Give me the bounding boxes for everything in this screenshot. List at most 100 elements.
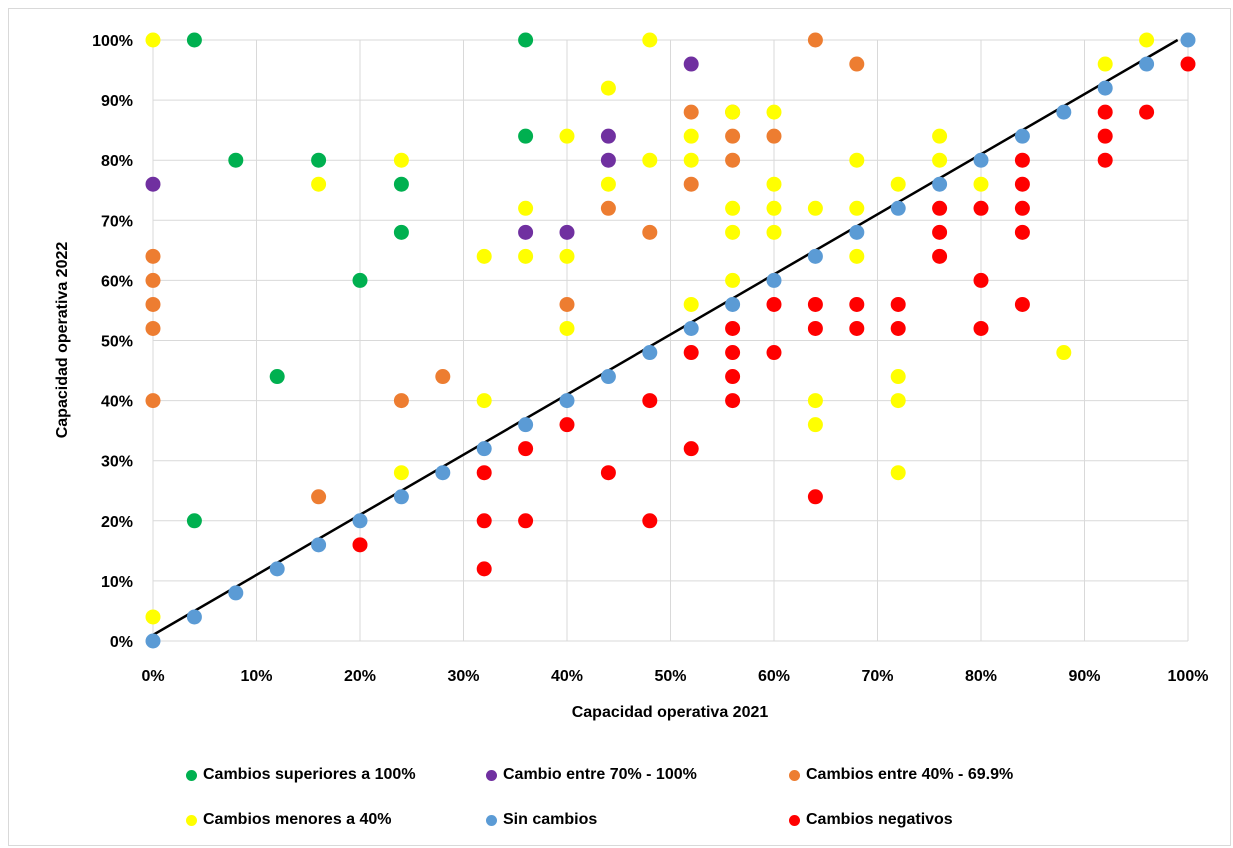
data-point (476, 248, 492, 264)
data-point (1139, 104, 1155, 120)
data-point (807, 489, 823, 505)
data-point (683, 176, 699, 192)
data-point (518, 417, 534, 433)
data-point (890, 320, 906, 336)
data-point (766, 224, 782, 240)
data-point (1014, 200, 1030, 216)
data-point (890, 369, 906, 385)
data-point (1097, 80, 1113, 96)
data-point (890, 393, 906, 409)
data-point (725, 369, 741, 385)
legend-label: Cambios superiores a 100% (203, 766, 416, 783)
data-point (932, 176, 948, 192)
data-point (973, 272, 989, 288)
data-point (1097, 56, 1113, 72)
data-point (559, 320, 575, 336)
data-point (518, 32, 534, 48)
data-point (559, 296, 575, 312)
data-point (311, 152, 327, 168)
legend-item: Cambios entre 40% - 69.9% (789, 766, 1013, 784)
data-point (683, 152, 699, 168)
y-tick-label: 50% (101, 334, 133, 351)
data-point (890, 465, 906, 481)
data-point (518, 248, 534, 264)
data-point (642, 32, 658, 48)
legend-marker (486, 769, 497, 781)
data-point (559, 417, 575, 433)
data-point (642, 393, 658, 409)
data-point (145, 272, 161, 288)
data-point (145, 633, 161, 649)
data-point (890, 200, 906, 216)
data-point (186, 513, 202, 529)
x-tick-label: 30% (447, 668, 479, 685)
data-point (766, 272, 782, 288)
legend-item: Cambios superiores a 100% (186, 766, 416, 784)
data-point (642, 152, 658, 168)
y-tick-label: 100% (92, 33, 133, 50)
data-point (559, 393, 575, 409)
x-tick-label: 50% (654, 668, 686, 685)
data-point (1139, 32, 1155, 48)
data-point (1014, 128, 1030, 144)
data-point (1014, 176, 1030, 192)
data-point (1097, 152, 1113, 168)
data-point (476, 561, 492, 577)
legend-marker (186, 814, 197, 826)
y-tick-label: 60% (101, 273, 133, 290)
data-point (725, 152, 741, 168)
data-point (228, 585, 244, 601)
data-point (393, 465, 409, 481)
data-point (725, 345, 741, 361)
data-point (600, 176, 616, 192)
data-point (683, 441, 699, 457)
data-point (932, 128, 948, 144)
data-point (973, 152, 989, 168)
data-point (600, 152, 616, 168)
data-point (890, 176, 906, 192)
data-point (1014, 224, 1030, 240)
data-point (269, 561, 285, 577)
data-point (973, 320, 989, 336)
data-point (807, 393, 823, 409)
data-point (1056, 345, 1072, 361)
data-point (683, 104, 699, 120)
data-point (352, 537, 368, 553)
data-point (145, 609, 161, 625)
y-tick-label: 0% (110, 634, 133, 651)
legend-item: Cambio entre 70% - 100% (486, 766, 697, 784)
data-point (766, 200, 782, 216)
grid-lines (152, 39, 1189, 642)
data-point (145, 320, 161, 336)
y-tick-label: 40% (101, 394, 133, 411)
data-point (725, 272, 741, 288)
data-point (725, 320, 741, 336)
legend-item: Cambios negativos (789, 811, 953, 829)
data-point (1097, 104, 1113, 120)
data-point (642, 224, 658, 240)
data-point (393, 176, 409, 192)
legend-item: Sin cambios (486, 811, 597, 829)
data-point (476, 393, 492, 409)
data-point (766, 104, 782, 120)
data-point (352, 513, 368, 529)
data-point (518, 200, 534, 216)
data-point (476, 513, 492, 529)
x-tick-label: 80% (965, 668, 997, 685)
data-point (1180, 56, 1196, 72)
data-point (518, 128, 534, 144)
data-point (766, 176, 782, 192)
data-point (393, 489, 409, 505)
data-point (642, 345, 658, 361)
data-points (145, 32, 1196, 649)
data-point (600, 465, 616, 481)
data-point (352, 272, 368, 288)
x-tick-label: 40% (551, 668, 583, 685)
y-tick-label: 90% (101, 93, 133, 110)
data-point (932, 152, 948, 168)
data-point (600, 128, 616, 144)
y-tick-label: 30% (101, 454, 133, 471)
data-point (145, 393, 161, 409)
data-point (518, 513, 534, 529)
data-point (559, 248, 575, 264)
